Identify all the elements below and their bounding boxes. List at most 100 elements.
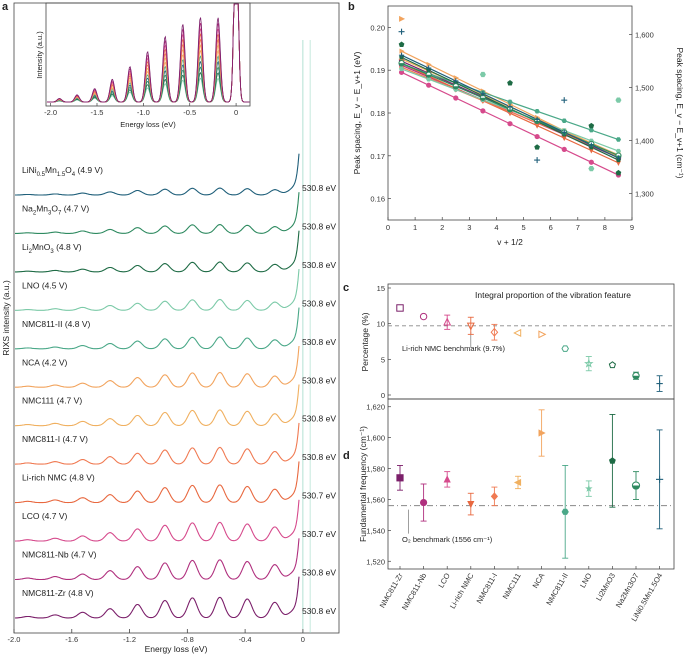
spectrum-line	[15, 345, 300, 388]
spectrum-label: NMC811-II (4.8 V)	[22, 319, 91, 329]
b-point	[507, 103, 513, 110]
b-point	[398, 66, 405, 72]
spectrum-line	[15, 307, 300, 350]
panel-b-points	[398, 15, 622, 178]
b-xtick-label: 2	[440, 223, 444, 232]
c-point	[443, 317, 452, 326]
b-point	[426, 76, 432, 82]
b-point	[453, 78, 459, 84]
b-outlier	[534, 157, 541, 164]
spectrum-label: Li-rich NMC (4.8 V)	[22, 473, 95, 483]
b-point-half	[398, 63, 405, 66]
spectrum-label: NMC811-Nb (4.7 V)	[22, 550, 97, 560]
c-point	[656, 380, 663, 387]
b-point	[615, 148, 622, 154]
panel-b: 0 1 2 3 4 5 6 7 8 9 0.16 0.17 0.18 0.19 0.20 1,300 1,400…	[352, 5, 685, 247]
b-xtick-label: 5	[521, 223, 525, 232]
panel-c-title: Integral proportion of the vibration fea…	[475, 290, 631, 300]
b-point	[588, 159, 594, 165]
c-point	[632, 372, 640, 380]
spectrum-label: NMC811-Zr (4.8 V)	[22, 588, 94, 598]
c-point	[538, 330, 547, 339]
b-point-half	[426, 74, 432, 78]
inset-spectra	[46, 3, 250, 103]
panel-c-points	[396, 304, 663, 392]
b-point-half	[507, 109, 513, 112]
b-point	[615, 155, 622, 161]
spectrum-energy: 530.8 eV	[302, 260, 336, 270]
b-xtick-label: 6	[549, 223, 553, 232]
spectrum-energy: 530.8 eV	[302, 414, 336, 424]
b-point-half	[480, 97, 486, 101]
c-point	[490, 327, 499, 337]
d-point	[631, 481, 641, 490]
b-point	[615, 137, 622, 142]
b-point	[398, 60, 405, 67]
b-point	[453, 75, 459, 81]
label-part: 4	[72, 172, 76, 178]
panel-a-inset: -2.0 -1.5 -1.0 -0.5 0 Energy loss (eV) Inten…	[35, 2, 251, 129]
b-outlier	[534, 144, 540, 150]
b-outlier	[398, 28, 405, 35]
b-ytick-label: 0.16	[370, 195, 385, 204]
label-part: LiNi	[22, 165, 37, 175]
d-point	[538, 429, 546, 437]
spectrum-energy: 530.8 eV	[302, 375, 336, 385]
panel-b-xlabel: v + 1/2	[497, 237, 523, 247]
b-outlier	[615, 169, 622, 176]
spectrum-label: NMC811-I (4.7 V)	[22, 434, 88, 444]
b-ytick-label: 0.19	[370, 66, 385, 75]
spectrum-label: Li2MnO3 (4.8 V)	[22, 242, 82, 255]
spectrum-label: LiNi0.5Mn1.5O4 (4.9 V)	[22, 165, 103, 178]
b-point	[426, 82, 432, 88]
c-point	[466, 322, 475, 331]
d-point	[513, 478, 522, 487]
c-point	[419, 312, 428, 321]
panel-a-ylabel: RIXS intensity (a.u.)	[1, 280, 11, 356]
b-point	[561, 129, 567, 135]
inset-tick-label: -1.0	[137, 108, 150, 117]
panel-a-xticks: -2.0 -1.6 -1.2 -0.8 -0.4 0	[8, 629, 305, 644]
inset-tick-label: 0	[234, 108, 238, 117]
label-part: Mn	[45, 165, 57, 175]
d-xtick-label: LNO	[578, 571, 594, 589]
spectrum-line	[15, 153, 300, 196]
label-part: 2	[33, 210, 37, 216]
spectrum-energy: 530.8 eV	[302, 183, 336, 193]
d-point	[443, 475, 451, 483]
d-xtick-label: NCA	[531, 572, 547, 590]
panel-c-ticks: 0 5 10 15	[377, 284, 391, 400]
xtick-label: -2.0	[8, 635, 21, 644]
d-point	[608, 457, 616, 464]
b-point	[452, 83, 459, 90]
panel-d-benchmark-label: O₂ benchmark (1556 cm⁻¹)	[402, 535, 493, 544]
label-part: Mn	[36, 203, 48, 213]
inset-tick-label: -0.5	[183, 108, 196, 117]
panel-letter-b: b	[348, 1, 355, 13]
spectrum-line	[15, 192, 300, 234]
label-part: (4.7 V)	[61, 203, 89, 213]
b-outlier	[561, 97, 568, 104]
spectrum-label: LCO (4.7 V)	[22, 511, 68, 521]
b-ytick-right-label: 1,300	[635, 190, 654, 199]
d-ytick-label: 1,600	[366, 434, 385, 443]
inset-frame	[45, 2, 251, 107]
b-point	[398, 52, 405, 58]
b-point	[426, 61, 432, 68]
b-point	[561, 118, 567, 123]
label-part: 1.5	[57, 172, 66, 178]
b-point	[480, 91, 486, 97]
panel-c: Integral proportion of the vibration fea…	[360, 283, 675, 400]
b-outlier	[507, 80, 513, 86]
label-part: Li	[22, 242, 29, 252]
inset-tick-label: -1.5	[91, 108, 104, 117]
d-xtick-label: Li-rich NMC	[448, 571, 476, 610]
d-xtick-label: NMC111	[501, 572, 523, 601]
inset-tick-label: -2.0	[44, 108, 57, 117]
c-point	[561, 345, 569, 352]
panel-c-frame	[387, 283, 675, 400]
spectrum-line	[15, 230, 300, 273]
spectrum-line	[15, 384, 300, 427]
